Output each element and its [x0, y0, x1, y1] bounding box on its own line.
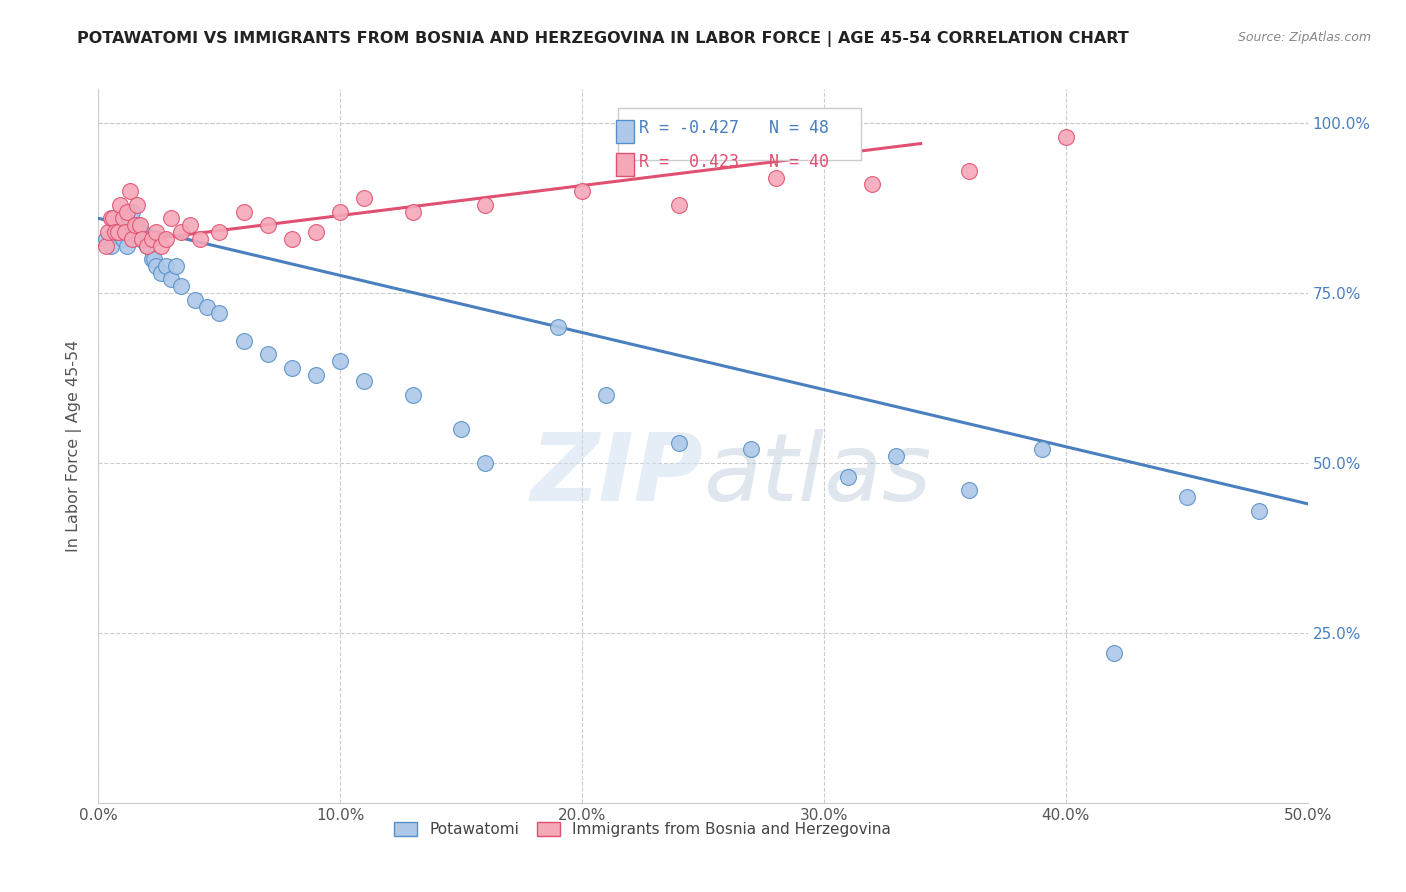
- Legend: Potawatomi, Immigrants from Bosnia and Herzegovina: Potawatomi, Immigrants from Bosnia and H…: [387, 814, 898, 845]
- Point: [208, 306, 231, 320]
- Point: [118, 184, 141, 198]
- Point: [208, 225, 231, 239]
- Point: [127, 198, 149, 212]
- Point: [131, 232, 153, 246]
- Point: [353, 375, 375, 389]
- Point: [668, 198, 690, 212]
- Point: [121, 204, 143, 219]
- Point: [104, 225, 127, 239]
- Text: R = -0.427   N = 48: R = -0.427 N = 48: [638, 120, 830, 137]
- Point: [160, 272, 183, 286]
- Point: [740, 442, 762, 457]
- Point: [1031, 442, 1053, 457]
- Point: [135, 238, 157, 252]
- Point: [165, 259, 187, 273]
- Text: Source: ZipAtlas.com: Source: ZipAtlas.com: [1237, 31, 1371, 45]
- Y-axis label: In Labor Force | Age 45-54: In Labor Force | Age 45-54: [66, 340, 83, 552]
- Point: [94, 232, 117, 246]
- Point: [155, 259, 177, 273]
- Point: [256, 347, 278, 361]
- Point: [1175, 490, 1198, 504]
- Point: [100, 211, 122, 226]
- Point: [1249, 503, 1271, 517]
- Point: [886, 449, 908, 463]
- Point: [111, 211, 134, 226]
- Point: [305, 225, 328, 239]
- Point: [104, 211, 127, 226]
- Text: ZIP: ZIP: [530, 428, 703, 521]
- Point: [837, 469, 859, 483]
- Point: [131, 225, 153, 239]
- Point: [128, 232, 150, 246]
- Point: [145, 259, 167, 273]
- Point: [97, 225, 120, 239]
- Point: [160, 211, 183, 226]
- FancyBboxPatch shape: [616, 153, 634, 177]
- Point: [232, 334, 254, 348]
- Point: [107, 225, 129, 239]
- Point: [195, 300, 218, 314]
- Point: [124, 225, 146, 239]
- Point: [184, 293, 207, 307]
- Point: [101, 211, 124, 226]
- Point: [155, 232, 177, 246]
- Point: [94, 238, 117, 252]
- Point: [188, 232, 211, 246]
- Point: [150, 266, 173, 280]
- Point: [114, 225, 136, 239]
- Point: [256, 218, 278, 232]
- Text: POTAWATOMI VS IMMIGRANTS FROM BOSNIA AND HERZEGOVINA IN LABOR FORCE | AGE 45-54 : POTAWATOMI VS IMMIGRANTS FROM BOSNIA AND…: [77, 31, 1129, 47]
- Point: [143, 252, 166, 266]
- Point: [668, 435, 690, 450]
- Point: [450, 422, 472, 436]
- Point: [1054, 129, 1077, 144]
- Point: [474, 456, 496, 470]
- Point: [547, 320, 569, 334]
- FancyBboxPatch shape: [616, 120, 634, 143]
- Point: [121, 232, 143, 246]
- Point: [957, 163, 980, 178]
- Point: [232, 204, 254, 219]
- Point: [117, 204, 139, 219]
- Point: [117, 238, 139, 252]
- Point: [169, 225, 191, 239]
- Point: [402, 204, 425, 219]
- Point: [765, 170, 787, 185]
- Text: atlas: atlas: [703, 429, 931, 520]
- Point: [141, 252, 163, 266]
- Point: [474, 198, 496, 212]
- Point: [145, 225, 167, 239]
- Point: [118, 211, 141, 226]
- Point: [108, 225, 131, 239]
- Point: [402, 388, 425, 402]
- Point: [108, 198, 131, 212]
- Point: [281, 360, 304, 375]
- Point: [111, 232, 134, 246]
- Point: [595, 388, 617, 402]
- Point: [127, 218, 149, 232]
- Point: [281, 232, 304, 246]
- Point: [135, 238, 157, 252]
- Point: [138, 232, 160, 246]
- Text: R =  0.423   N = 40: R = 0.423 N = 40: [638, 153, 830, 171]
- Point: [957, 483, 980, 498]
- Point: [107, 218, 129, 232]
- Point: [150, 238, 173, 252]
- Point: [571, 184, 593, 198]
- Point: [353, 191, 375, 205]
- Point: [169, 279, 191, 293]
- Point: [100, 238, 122, 252]
- Point: [179, 218, 201, 232]
- Point: [305, 368, 328, 382]
- Point: [860, 178, 883, 192]
- Point: [329, 354, 352, 368]
- Point: [1102, 646, 1125, 660]
- Point: [128, 218, 150, 232]
- Point: [114, 225, 136, 239]
- Point: [124, 218, 146, 232]
- Point: [134, 232, 156, 246]
- Point: [329, 204, 352, 219]
- Point: [141, 232, 163, 246]
- Text: R = -0.427   N = 48  
  R =  0.423   N = 40: R = -0.427 N = 48 R = 0.423 N = 40: [624, 114, 855, 153]
